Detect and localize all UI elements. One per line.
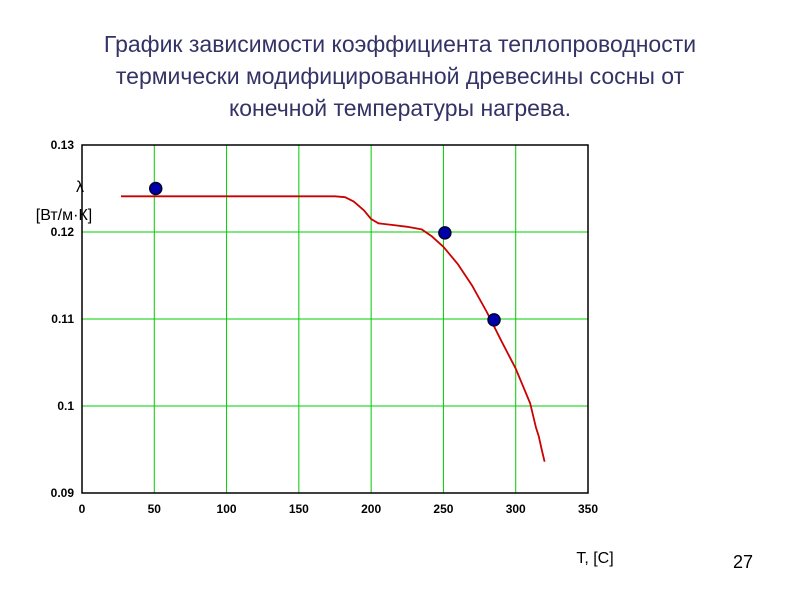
x-tick-label: 100 — [217, 502, 237, 516]
data-point — [487, 313, 501, 327]
y-tick-label: 0.09 — [51, 486, 75, 500]
slide-title-line-1: График зависимости коэффициента теплопро… — [103, 31, 697, 57]
x-tick-label: 350 — [578, 502, 598, 516]
y-tick-label: 0.12 — [51, 225, 75, 239]
data-point — [438, 226, 452, 240]
y-tick-label: 0.11 — [51, 312, 74, 326]
x-tick-label: 300 — [506, 502, 526, 516]
y-tick-label: 0.13 — [51, 138, 75, 152]
data-point — [148, 181, 163, 196]
x-tick-label: 250 — [433, 502, 453, 516]
x-tick-label: 200 — [361, 502, 381, 516]
series-line — [121, 195, 546, 462]
chart-series — [121, 181, 546, 462]
y-axis-symbol: λ — [76, 179, 84, 196]
slide-title-line-3: конечной температуры нагрева. — [228, 95, 572, 121]
x-tick-label: 50 — [148, 502, 162, 516]
chart-grid — [82, 145, 588, 493]
x-axis-ticks: 0 50 100 150 200 250 300 350 — [79, 502, 599, 516]
y-axis-label: [Вт/м·К] — [36, 207, 92, 224]
x-tick-label: 150 — [289, 502, 309, 516]
x-tick-label: 0 — [79, 502, 86, 516]
y-axis-ticks: 0.09 0.1 0.11 0.12 0.13 — [51, 138, 75, 500]
page-number: 27 — [732, 552, 754, 572]
slide-title-line-2: термически модифицированной древесины со… — [115, 63, 685, 89]
y-tick-label: 0.1 — [57, 399, 74, 413]
x-axis-label: T, [C] — [576, 550, 613, 567]
plot-frame — [81, 144, 589, 494]
